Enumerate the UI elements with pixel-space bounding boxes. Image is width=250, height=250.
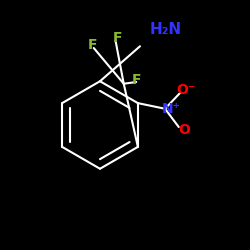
Text: O⁻: O⁻: [176, 83, 196, 97]
Text: H₂N: H₂N: [150, 22, 182, 38]
Text: N⁺: N⁺: [162, 102, 181, 116]
Text: F: F: [132, 73, 141, 87]
Text: F: F: [113, 30, 122, 44]
Text: F: F: [88, 38, 97, 52]
Text: O: O: [178, 123, 190, 137]
